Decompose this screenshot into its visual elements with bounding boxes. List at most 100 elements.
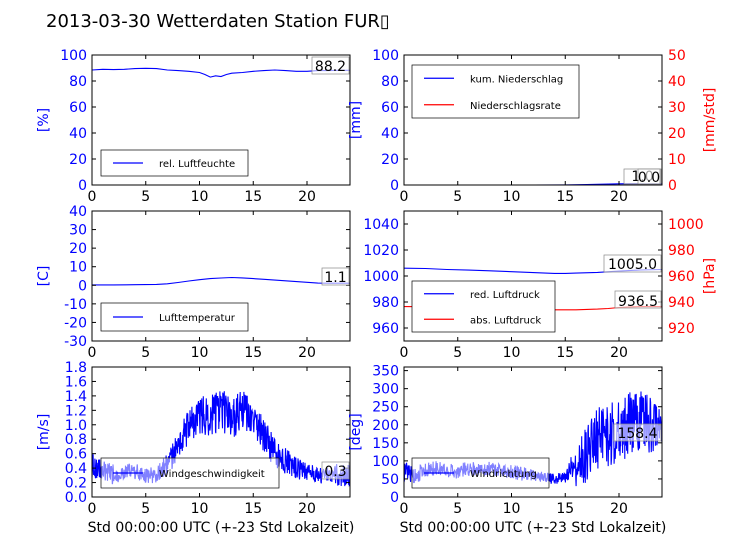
y-tick-label: 20: [69, 152, 87, 168]
y-tick-label: 50: [381, 472, 399, 488]
y-tick-label: 1.2: [65, 403, 87, 419]
x-tick-label: 15: [556, 189, 574, 205]
series-line-humidity-0: [92, 67, 350, 78]
y-tick-label: 60: [381, 100, 399, 116]
legend-entry-label: Niederschlagsrate: [470, 101, 561, 112]
value-label: 158.4: [617, 426, 657, 442]
y-right-axis-label: [mm/std]: [702, 88, 718, 153]
y-right-tick-label: 40: [668, 74, 686, 90]
plot-frame-temperature: [91, 210, 351, 342]
y-right-tick-label: 30: [668, 100, 686, 116]
y-tick-label: 300: [372, 382, 399, 398]
y-tick-label: 80: [69, 74, 87, 90]
x-tick-label: 5: [453, 501, 462, 517]
value-label-box: [311, 56, 350, 75]
x-tick-label: 20: [610, 501, 628, 517]
x-tick-label: 5: [141, 501, 150, 517]
y-right-tick-label: 920: [668, 321, 695, 337]
x-tick-label: 0: [88, 345, 97, 361]
value-label-box: [321, 461, 350, 480]
legend-entry-label: Lufttemperatur: [159, 313, 236, 324]
value-label: 0.3: [324, 464, 346, 480]
value-label-box: [321, 267, 350, 286]
y-right-tick-label: 1000: [668, 217, 704, 233]
legend-entry-label: rel. Luftfeuchte: [159, 159, 235, 170]
figure-title: 2013-03-30 Wetterdaten Station FUR▯: [46, 11, 390, 32]
y-tick-label: 1.0: [65, 418, 87, 434]
y-tick-label: 60: [69, 100, 87, 116]
y-tick-label: 10: [69, 260, 87, 276]
x-tick-label: 0: [400, 501, 409, 517]
x-tick-label: 0: [88, 501, 97, 517]
value-label: 1005.0: [608, 257, 657, 273]
y-tick-label: 960: [372, 321, 399, 337]
y-axis-label: [m/s]: [36, 414, 52, 451]
x-tick-label: 15: [244, 189, 262, 205]
x-tick-label: 0: [400, 189, 409, 205]
x-axis-label: Std 00:00:00 UTC (+-23 Std Lokalzeit): [88, 520, 355, 536]
y-tick-label: 0: [78, 178, 87, 194]
y-right-tick-label: 20: [668, 126, 686, 142]
y-tick-label: 40: [69, 126, 87, 142]
y-tick-label: 0.0: [65, 490, 87, 506]
y-tick-label: -30: [64, 334, 87, 350]
value-label-box: [603, 254, 662, 273]
y-tick-label: 0: [390, 178, 399, 194]
x-tick-label: 15: [244, 501, 262, 517]
y-right-tick-label: 940: [668, 295, 695, 311]
x-tick-label: 10: [503, 345, 521, 361]
x-tick-label: 15: [556, 345, 574, 361]
y-tick-label: 150: [372, 436, 399, 452]
x-tick-label: 10: [503, 501, 521, 517]
x-tick-label: 20: [298, 501, 316, 517]
y-tick-label: 200: [372, 418, 399, 434]
value-label: 88.2: [315, 59, 346, 75]
value-label: 1.1: [324, 270, 346, 286]
x-tick-label: 10: [503, 189, 521, 205]
legend-entry-label: Windrichtung: [470, 469, 537, 480]
x-tick-label: 0: [88, 189, 97, 205]
x-tick-label: 10: [191, 345, 209, 361]
plot-frame-precipitation: [403, 54, 663, 186]
x-tick-label: 5: [141, 189, 150, 205]
y-tick-label: 1040: [363, 217, 399, 233]
y-tick-label: 350: [372, 364, 399, 380]
x-tick-label: 5: [141, 345, 150, 361]
y-tick-label: 0.6: [65, 447, 87, 463]
y-tick-label: 0: [390, 490, 399, 506]
y-tick-label: -20: [64, 315, 87, 331]
legend-entry-label: red. Luftdruck: [470, 290, 540, 301]
y-tick-label: 0: [78, 278, 87, 294]
x-tick-label: 15: [244, 345, 262, 361]
y-tick-label: 100: [372, 48, 399, 64]
legend-entry-label: kum. Niederschlag: [470, 74, 563, 85]
y-right-axis-label: [hPa]: [702, 258, 718, 294]
y-right-tick-label: 50: [668, 48, 686, 64]
y-right-tick-label: 980: [668, 243, 695, 259]
x-tick-label: 5: [453, 189, 462, 205]
y-tick-label: 0.2: [65, 476, 87, 492]
y-tick-label: 0.8: [65, 432, 87, 448]
y-axis-label: [C]: [36, 266, 52, 287]
x-tick-label: 20: [298, 345, 316, 361]
series-line-temperature-0: [92, 276, 350, 286]
y-right-tick-label: 0: [668, 178, 677, 194]
y-tick-label: 80: [381, 74, 399, 90]
y-tick-label: 40: [381, 126, 399, 142]
y-tick-label: 30: [69, 223, 87, 239]
y-tick-label: 1.6: [65, 374, 87, 390]
y-tick-label: 1.8: [65, 360, 87, 376]
x-tick-label: 20: [610, 189, 628, 205]
value-label-box: [613, 423, 662, 442]
y-tick-label: 250: [372, 400, 399, 416]
y-tick-label: 20: [381, 152, 399, 168]
y-right-tick-label: 10: [668, 152, 686, 168]
y-axis-label: [%]: [36, 108, 52, 132]
x-tick-label: 10: [191, 189, 209, 205]
y-tick-label: 1000: [363, 269, 399, 285]
x-axis-label: Std 00:00:00 UTC (+-23 Std Lokalzeit): [400, 520, 667, 536]
value-label-box: [614, 290, 662, 309]
y-tick-label: 1.4: [65, 389, 87, 405]
